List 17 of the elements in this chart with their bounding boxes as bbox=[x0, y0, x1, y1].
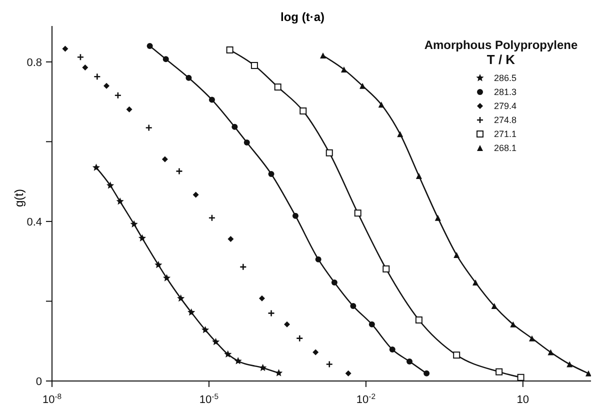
legend-label: 268.1 bbox=[494, 143, 518, 153]
y-tick-label: 0 bbox=[36, 376, 42, 388]
legend-label: 274.8 bbox=[494, 115, 518, 125]
legend-title: T / K bbox=[486, 52, 516, 67]
legend-label: 281.3 bbox=[494, 87, 518, 97]
chart-title: log (t·a) bbox=[280, 10, 326, 24]
legend-label: 271.1 bbox=[494, 129, 518, 139]
x-tick-label: 10 bbox=[516, 394, 530, 406]
x-tick-label: 10$^{-8}$ bbox=[42, 392, 62, 406]
y-axis-title: g(t) bbox=[12, 189, 26, 207]
annotation: Amorphous Polypropylene bbox=[423, 38, 579, 52]
x-tick-label: 10$^{-5}$ bbox=[199, 392, 219, 406]
legend-label: 286.5 bbox=[494, 73, 518, 83]
y-tick-label: 0.8 bbox=[26, 56, 42, 69]
legend-label: 279.4 bbox=[494, 101, 518, 111]
x-tick-label: 10$^{-2}$ bbox=[356, 392, 376, 406]
y-tick-label: 0.4 bbox=[26, 216, 42, 228]
